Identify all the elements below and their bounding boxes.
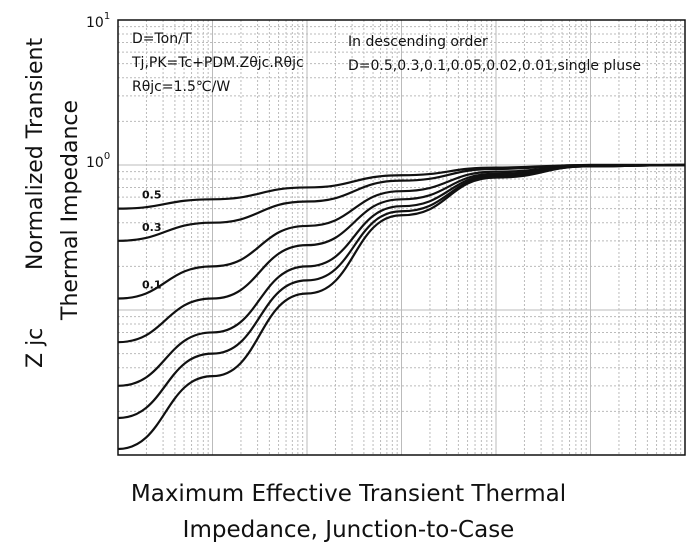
y-axis-label: Normalized Transient Thermal Impedance Z… <box>23 38 83 368</box>
y-tick-label-10-0: 100 <box>86 151 110 171</box>
x-axis-label: Maximum Effective Transient Thermal Impe… <box>0 476 697 548</box>
order-line-2: D=0.5,0.3,0.1,0.05,0.02,0.01,single plus… <box>348 58 641 74</box>
formula-line-1: D=Ton/T <box>132 31 192 47</box>
y-tick-labels: 101 100 <box>86 11 110 171</box>
x-axis-label-text: Maximum Effective Transient Thermal Impe… <box>130 481 567 543</box>
series-label-0.1: 0.1 <box>142 279 162 292</box>
y-label-line-1: Normalized Transient <box>23 38 48 270</box>
y-label-line-2: Thermal Impedance <box>58 100 83 321</box>
series-label-0.3: 0.3 <box>142 221 162 234</box>
formula-line-3: Rθjc=1.5℃/W <box>132 79 230 95</box>
y-label-line-3: Z jc <box>23 328 48 368</box>
annotations: D=Ton/T Tj,PK=Tc+PDM.Zθjc.Rθjc Rθjc=1.5℃… <box>131 31 641 95</box>
series-line-curve-7 <box>117 163 686 451</box>
y-tick-label-10-1: 101 <box>86 11 110 31</box>
series-layer: 0.5 0.3 0.1 <box>117 163 686 451</box>
order-line-1: In descending order <box>348 34 488 50</box>
series-label-0.5: 0.5 <box>142 189 162 202</box>
plot-frame <box>117 19 686 456</box>
formula-line-2: Tj,PK=Tc+PDM.Zθjc.Rθjc <box>131 55 304 71</box>
